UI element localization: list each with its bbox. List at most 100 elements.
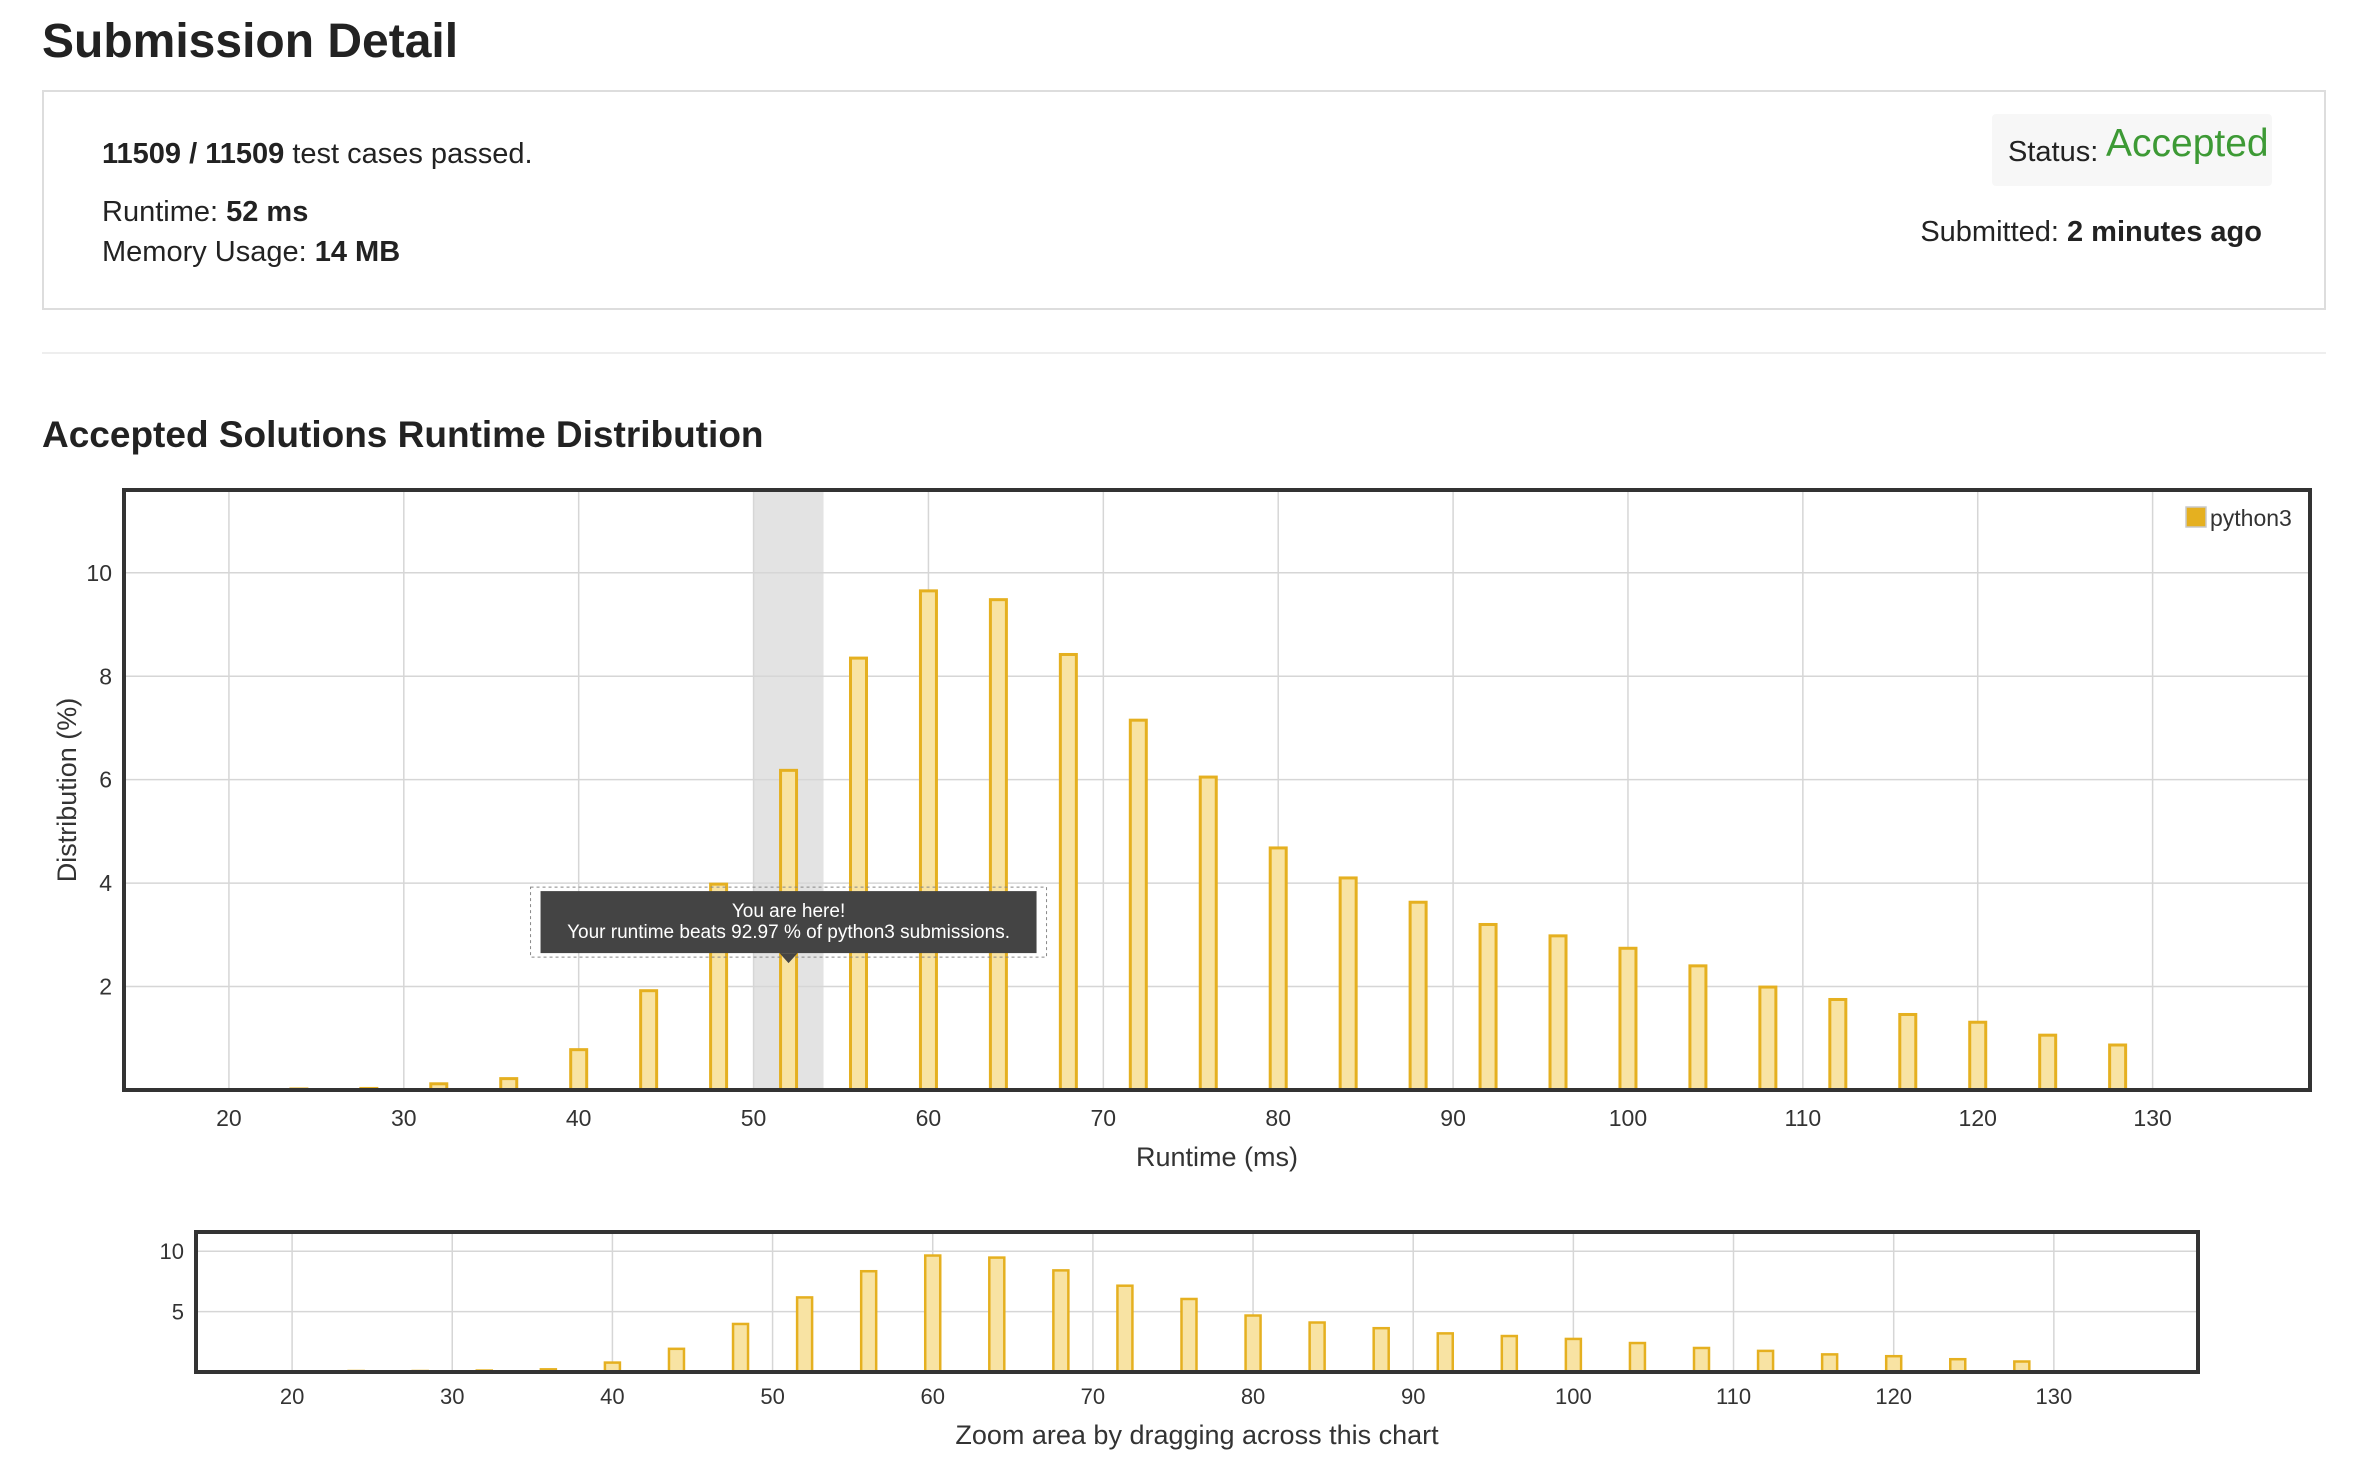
bar: [1628, 1341, 1647, 1374]
runtime-distribution-chart[interactable]: 20 30 40 50 60 70 80 90 100 110 120 130 2 4 6 8 10 Distri…: [0, 470, 2364, 1190]
bar: [1116, 1284, 1134, 1374]
legend-label: python3: [2210, 505, 2292, 531]
memory-label: Memory Usage:: [102, 236, 315, 268]
bar: [1692, 1346, 1711, 1374]
runtime-tooltip: You are here!Your runtime beats 92.97 % …: [530, 886, 1048, 964]
bar: [859, 1269, 878, 1374]
bar: [1244, 1314, 1262, 1374]
y-tick-label: 6: [99, 767, 112, 793]
x-tick-label: 30: [391, 1105, 417, 1131]
status-value[interactable]: Accepted: [2106, 122, 2269, 165]
bar: [1884, 1354, 1903, 1374]
bar: [1180, 1297, 1198, 1374]
bar: [1898, 1012, 1918, 1092]
bar: [1058, 652, 1078, 1092]
x-tick-label: 60: [920, 1384, 944, 1409]
bar: [569, 1048, 589, 1092]
x-tick-label: 20: [280, 1384, 304, 1409]
x-tick-label: 70: [1091, 1105, 1117, 1131]
bar: [1548, 934, 1568, 1092]
tooltip-pointer: [779, 953, 798, 964]
bar: [1052, 1269, 1070, 1374]
submitted-value: 2 minutes ago: [2067, 216, 2262, 248]
bar: [1198, 775, 1218, 1092]
navigator-caption: Zoom area by dragging across this chart: [955, 1420, 1439, 1450]
runtime-label: Runtime:: [102, 196, 227, 228]
bar: [1564, 1337, 1583, 1374]
test-cases-passed-text: test cases passed.: [284, 138, 533, 170]
section-title: Accepted Solutions Runtime Distribution: [42, 414, 764, 455]
x-tick-label: 30: [440, 1384, 464, 1409]
bar: [1408, 900, 1428, 1092]
x-tick-label: 80: [1265, 1105, 1291, 1131]
x-tick-label: 100: [1555, 1384, 1592, 1409]
status-label: Status:: [2008, 136, 2099, 168]
bar: [1618, 946, 1638, 1092]
submitted-label: Submitted:: [1920, 216, 2067, 248]
chart-legend: python3: [2185, 505, 2292, 531]
memory-value: 14 MB: [314, 236, 401, 268]
x-tick-label: 110: [1716, 1384, 1751, 1409]
x-tick-label: 50: [760, 1384, 784, 1409]
page-title: Submission Detail: [42, 15, 459, 68]
bar: [1338, 876, 1358, 1092]
bar: [1828, 997, 1848, 1092]
bar: [1756, 1349, 1775, 1374]
bar: [1820, 1353, 1839, 1374]
x-tick-label: 110: [1785, 1105, 1822, 1131]
test-cases-line: 11509 / 11509 test cases passed.: [102, 138, 533, 171]
x-tick-label: 100: [1609, 1105, 1647, 1131]
tooltip-box: [540, 891, 1037, 954]
x-tick-label: 20: [216, 1105, 242, 1131]
submitted-line: Submitted: 2 minutes ago: [1920, 216, 2262, 249]
bar: [848, 656, 868, 1092]
bar: [1268, 846, 1288, 1092]
bar: [667, 1347, 686, 1374]
bar: [923, 1254, 942, 1374]
runtime-value: 52 ms: [226, 196, 309, 228]
bar: [1436, 1332, 1454, 1374]
test-cases-passed-count: 11509 / 11509: [102, 138, 285, 170]
x-tick-label: 120: [1959, 1105, 1997, 1131]
plot-frame: [122, 488, 2312, 1092]
x-tick-label: 40: [600, 1384, 624, 1409]
runtime-line: Runtime: 52 ms: [102, 196, 308, 229]
y-tick-label: 5: [172, 1299, 184, 1324]
x-tick-label: 40: [566, 1105, 592, 1131]
bar: [795, 1296, 814, 1374]
bar: [2038, 1033, 2058, 1092]
y-tick-label: 10: [160, 1239, 184, 1264]
bar: [1968, 1020, 1988, 1092]
navigator-chart[interactable]: 20 30 40 50 60 70 80 90 100 110 120 130 5 10 Zoom area…: [0, 1210, 2364, 1468]
bar: [639, 989, 659, 1092]
submission-summary-panel: 11509 / 11509 test cases passed. Runtime…: [42, 90, 2326, 310]
bar: [1500, 1334, 1519, 1374]
bar: [918, 589, 938, 1092]
y-tick-label: 2: [99, 974, 112, 1000]
x-tick-label: 120: [1875, 1384, 1912, 1409]
bar: [1308, 1321, 1326, 1374]
bar: [988, 1256, 1006, 1374]
x-tick-label: 80: [1241, 1384, 1265, 1409]
x-tick-label: 50: [741, 1105, 767, 1131]
y-axis-label: Distribution (%): [52, 698, 82, 883]
tooltip-line2: Your runtime beats 92.97 % of python3 su…: [567, 922, 1010, 943]
bar: [1758, 985, 1778, 1092]
tooltip-outline: [530, 886, 1048, 958]
legend-swatch: [2185, 506, 2207, 528]
x-tick-label: 130: [2035, 1384, 2072, 1409]
bar: [1478, 922, 1498, 1092]
bar: [2108, 1043, 2128, 1092]
status-box: Status: Accepted: [1992, 114, 2272, 186]
x-tick-label: 90: [1440, 1105, 1466, 1131]
memory-line: Memory Usage: 14 MB: [102, 236, 400, 269]
y-tick-label: 8: [99, 663, 112, 689]
y-tick-label: 10: [86, 560, 112, 586]
bar: [1372, 1326, 1390, 1374]
x-tick-label: 70: [1081, 1384, 1105, 1409]
bar: [988, 598, 1008, 1092]
y-tick-label: 4: [99, 870, 112, 896]
bar: [731, 1322, 750, 1374]
x-tick-label: 60: [916, 1105, 942, 1131]
plot-frame: [194, 1230, 2200, 1374]
